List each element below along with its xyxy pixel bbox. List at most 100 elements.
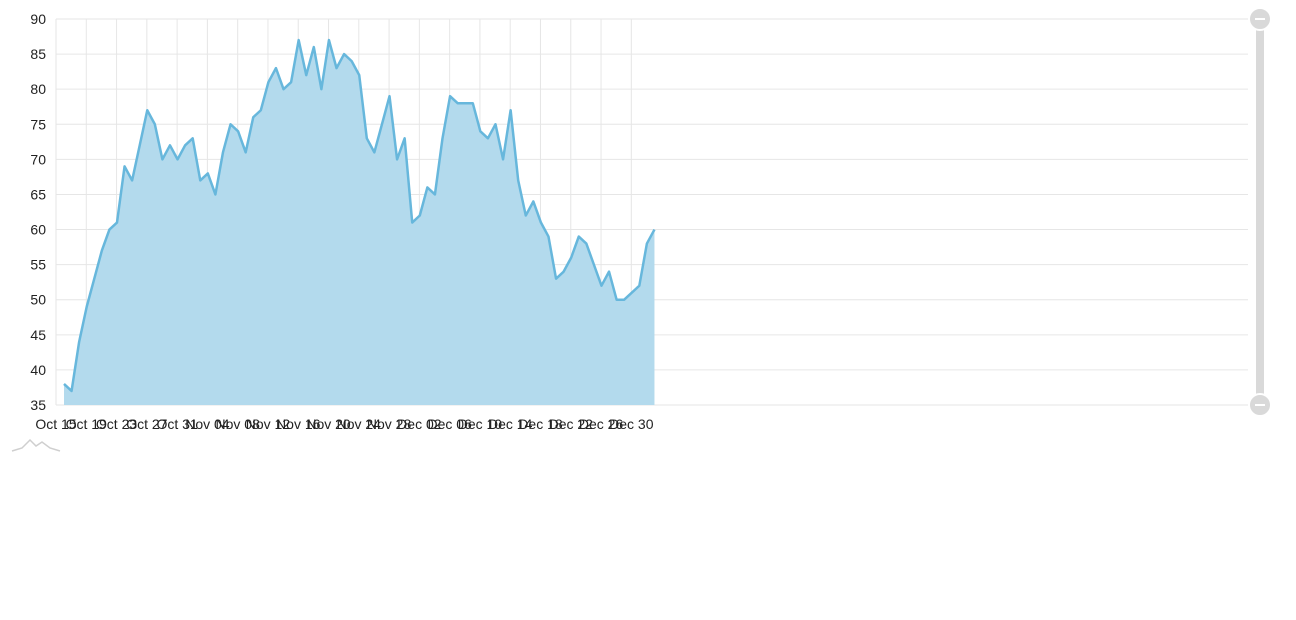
data-point bbox=[341, 51, 347, 57]
data-point bbox=[182, 142, 188, 148]
y-axis: 35 40 45 50 55 60 65 70 75 80 85 90 bbox=[30, 11, 46, 413]
data-point bbox=[644, 241, 650, 247]
data-point bbox=[197, 177, 203, 183]
x-tick-label: Dec 02 bbox=[397, 416, 442, 432]
data-point bbox=[462, 100, 468, 106]
data-point bbox=[500, 156, 506, 162]
data-point bbox=[273, 65, 279, 71]
data-point bbox=[334, 65, 340, 71]
data-point bbox=[129, 177, 135, 183]
y-tick-label: 85 bbox=[30, 46, 46, 62]
data-point bbox=[228, 121, 234, 127]
data-point bbox=[220, 149, 226, 155]
data-point bbox=[409, 220, 415, 226]
data-point bbox=[122, 163, 128, 169]
x-tick-label: Nov 24 bbox=[337, 416, 382, 432]
data-point bbox=[561, 269, 567, 275]
data-point bbox=[265, 79, 271, 85]
x-tick-label: Oct 27 bbox=[126, 416, 167, 432]
y-tick-label: 35 bbox=[30, 397, 46, 413]
x-tick-label: Dec 30 bbox=[609, 416, 654, 432]
y-tick-label: 75 bbox=[30, 116, 46, 132]
data-point bbox=[190, 135, 196, 141]
data-point bbox=[167, 142, 173, 148]
scrollbar-track[interactable] bbox=[1256, 19, 1264, 405]
x-tick-label: Dec 22 bbox=[549, 416, 594, 432]
data-point bbox=[387, 93, 393, 99]
data-point bbox=[258, 107, 264, 113]
y-tick-label: 50 bbox=[30, 292, 46, 308]
data-point bbox=[311, 44, 317, 50]
data-point bbox=[583, 241, 589, 247]
data-point bbox=[326, 37, 332, 43]
data-point bbox=[371, 149, 377, 155]
data-point bbox=[470, 100, 476, 106]
x-tick-label: Nov 20 bbox=[306, 416, 351, 432]
data-point bbox=[447, 93, 453, 99]
data-point bbox=[159, 156, 165, 162]
data-point bbox=[356, 72, 362, 78]
data-point bbox=[485, 135, 491, 141]
data-point bbox=[250, 114, 256, 120]
data-point bbox=[545, 234, 551, 240]
x-tick-label: Nov 28 bbox=[367, 416, 412, 432]
data-point bbox=[477, 128, 483, 134]
data-point bbox=[137, 142, 143, 148]
x-tick-label: Dec 14 bbox=[488, 416, 533, 432]
data-point bbox=[538, 220, 544, 226]
y-tick-label: 65 bbox=[30, 186, 46, 202]
grip-mark-bottom bbox=[1255, 404, 1265, 406]
data-point bbox=[144, 107, 150, 113]
data-point bbox=[591, 262, 597, 268]
y-tick-label: 60 bbox=[30, 222, 46, 238]
y-tick-label: 70 bbox=[30, 151, 46, 167]
data-point bbox=[515, 177, 521, 183]
data-point bbox=[99, 248, 105, 254]
x-tick-label: Dec 26 bbox=[579, 416, 624, 432]
data-point bbox=[175, 156, 181, 162]
y-tick-label: 90 bbox=[30, 11, 46, 27]
x-tick-label: Oct 23 bbox=[96, 416, 137, 432]
data-point bbox=[212, 191, 218, 197]
x-tick-label: Oct 15 bbox=[35, 416, 76, 432]
data-point bbox=[576, 234, 582, 240]
data-point bbox=[530, 198, 536, 204]
data-point bbox=[243, 149, 249, 155]
data-point bbox=[402, 135, 408, 141]
data-point bbox=[114, 220, 120, 226]
data-point bbox=[205, 170, 211, 176]
data-point bbox=[281, 86, 287, 92]
data-point bbox=[636, 283, 642, 289]
data-point bbox=[61, 381, 67, 387]
data-point bbox=[296, 37, 302, 43]
series-line bbox=[63, 38, 656, 393]
data-point bbox=[492, 121, 498, 127]
data-point bbox=[417, 213, 423, 219]
data-point bbox=[629, 290, 635, 296]
x-tick-label: Dec 18 bbox=[518, 416, 563, 432]
data-point bbox=[235, 128, 241, 134]
data-point bbox=[523, 213, 529, 219]
data-point bbox=[614, 297, 620, 303]
y-tick-label: 40 bbox=[30, 362, 46, 378]
data-point bbox=[455, 100, 461, 106]
series bbox=[61, 37, 657, 406]
x-tick-label: Dec 10 bbox=[458, 416, 503, 432]
data-point bbox=[651, 227, 657, 233]
vertical-scrollbar[interactable] bbox=[1248, 7, 1272, 417]
series-area-fill bbox=[64, 40, 655, 406]
x-tick-label: Nov 16 bbox=[276, 416, 321, 432]
x-tick-label: Nov 12 bbox=[246, 416, 291, 432]
data-point bbox=[394, 156, 400, 162]
data-point bbox=[621, 297, 627, 303]
data-point bbox=[508, 107, 514, 113]
data-point bbox=[606, 269, 612, 275]
x-tick-label: Dec 06 bbox=[427, 416, 472, 432]
series-preview-icon bbox=[11, 438, 61, 452]
data-point bbox=[288, 79, 294, 85]
data-point bbox=[440, 135, 446, 141]
data-point bbox=[318, 86, 324, 92]
x-tick-label: Oct 31 bbox=[156, 416, 197, 432]
